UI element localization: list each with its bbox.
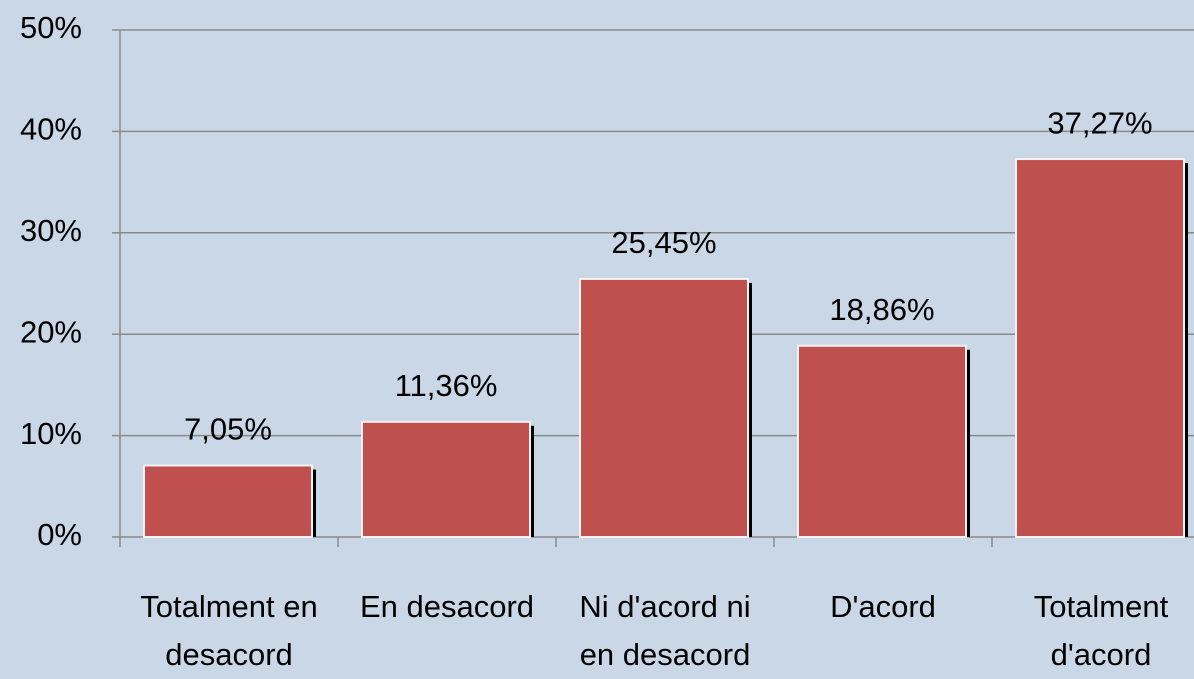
data-label: 7,05% — [184, 412, 272, 447]
x-tick-label: Ni d'acord ni en desacord — [579, 589, 751, 672]
y-tick-label: 10% — [20, 416, 82, 451]
y-tick-label: 0% — [37, 517, 82, 552]
bar — [1015, 158, 1185, 538]
y-tick-label: 40% — [20, 112, 82, 147]
x-tick-label: En desacord — [359, 589, 535, 624]
bar — [361, 420, 531, 538]
data-label: 11,36% — [395, 368, 498, 403]
y-tick-label: 20% — [20, 314, 82, 349]
data-label: 25,45% — [611, 225, 716, 260]
x-tick-label: Totalment d'acord — [1033, 589, 1169, 672]
x-tick-label: Totalment en desacord — [140, 589, 318, 672]
bar — [797, 344, 967, 539]
y-tick-label: 30% — [20, 213, 82, 248]
y-tick-label: 50% — [20, 10, 82, 45]
bar — [579, 277, 749, 538]
bar — [143, 464, 313, 538]
data-label: 18,86% — [829, 292, 934, 327]
x-tick-label: D'acord — [830, 589, 936, 624]
data-label: 37,27% — [1047, 105, 1152, 140]
